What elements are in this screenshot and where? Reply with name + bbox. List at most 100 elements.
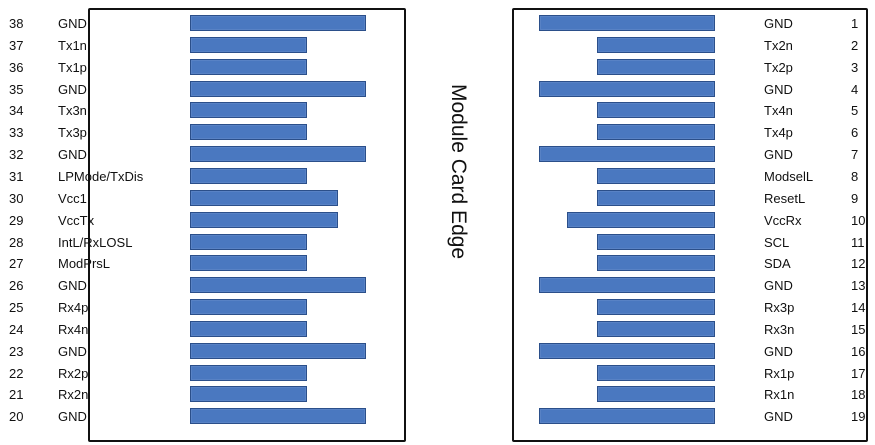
pin-number: 20 [9, 409, 24, 425]
contact-pad [190, 58, 307, 75]
pin-number: 13 [851, 278, 866, 294]
pin-number: 29 [9, 212, 24, 228]
pin-number: 35 [9, 81, 24, 97]
pin-number: 38 [9, 16, 24, 31]
pin-number: 31 [9, 168, 24, 184]
contact-pad [597, 299, 715, 316]
pin-name: Tx2n [764, 37, 793, 53]
pin-name: Tx1p [58, 59, 87, 75]
pin-number: 34 [9, 103, 24, 119]
pin-name: SCL [764, 234, 790, 250]
contact-pad [539, 15, 715, 31]
pin-name: Vcc1 [58, 190, 87, 206]
pin-name: GND [58, 278, 87, 294]
pin-number: 25 [9, 300, 24, 316]
pin-number: 8 [851, 168, 859, 184]
pin-number: 2 [851, 37, 859, 53]
contact-pad [597, 189, 715, 206]
contact-pad [539, 146, 715, 163]
contact-pad [539, 408, 715, 425]
pin-number: 16 [851, 343, 866, 359]
pin-name: GND [58, 147, 87, 163]
pin-number: 22 [9, 365, 24, 381]
pin-number: 5 [851, 103, 859, 119]
pin-name: GND [764, 147, 793, 163]
pin-name: Tx4p [764, 125, 793, 141]
contact-pad [190, 386, 307, 403]
pin-number: 1 [851, 16, 859, 31]
contact-pad [190, 15, 366, 31]
contact-pad [190, 408, 366, 425]
pin-name: Tx4n [764, 103, 793, 119]
pin-number: 26 [9, 278, 24, 294]
pin-name: Rx4n [58, 321, 89, 337]
module-card-edge-label: Module Card Edge [447, 84, 470, 260]
right-card-edge-panel [512, 8, 868, 442]
pin-name: LPMode/TxDis [58, 168, 144, 184]
contact-pad [190, 124, 307, 141]
pin-name: IntL/RxLOSL [58, 234, 133, 250]
pin-name: GND [58, 409, 87, 425]
pin-number: 18 [851, 387, 866, 403]
pin-number: 33 [9, 125, 24, 141]
pin-number: 36 [9, 59, 24, 75]
contact-pad [190, 146, 366, 163]
contact-pad [539, 277, 715, 294]
contact-pad [597, 364, 715, 381]
contact-pad [597, 255, 715, 272]
pin-number: 27 [9, 256, 24, 272]
contact-pad [539, 342, 715, 359]
contact-pad [190, 255, 307, 272]
pin-name: SDA [764, 256, 791, 272]
pin-number: 14 [851, 300, 866, 316]
pin-number: 11 [851, 234, 865, 250]
contact-pad [567, 211, 715, 228]
pin-number: 24 [9, 321, 24, 337]
contact-pad [539, 80, 715, 97]
pin-number: 21 [9, 387, 24, 403]
pin-name: GND [764, 343, 793, 359]
contact-pad [190, 233, 307, 250]
contact-pad [190, 102, 307, 119]
pin-name: Rx1n [764, 387, 795, 403]
pin-number: 4 [851, 81, 859, 97]
pin-name: ModselL [764, 168, 814, 184]
pin-name: GND [58, 343, 87, 359]
contact-pad [597, 36, 715, 53]
pin-name: GND [58, 16, 87, 31]
pin-name: Tx3n [58, 103, 87, 119]
pin-name: Tx1n [58, 37, 87, 53]
pin-name: Rx3n [764, 321, 795, 337]
contact-pad [597, 167, 715, 184]
left-card-edge-panel [88, 8, 406, 442]
contact-pad [190, 320, 307, 337]
pin-name: GND [764, 81, 793, 97]
contact-pad [597, 233, 715, 250]
pin-name: GND [764, 16, 793, 31]
contact-pad [190, 364, 307, 381]
pin-name: ModPrsL [58, 256, 111, 272]
pin-number: 32 [9, 147, 24, 163]
contact-pad [597, 58, 715, 75]
contact-pad [190, 36, 307, 53]
contact-pad [190, 167, 307, 184]
contact-pad [190, 342, 366, 359]
contact-pad [597, 386, 715, 403]
pin-number: 9 [851, 190, 859, 206]
contact-pad [597, 102, 715, 119]
contact-pad [190, 80, 366, 97]
contact-pad [190, 277, 366, 294]
contact-pad [190, 189, 338, 206]
pin-number: 10 [851, 212, 866, 228]
pin-name: Rx4p [58, 300, 89, 316]
pin-name: Rx2n [58, 387, 89, 403]
pin-number: 37 [9, 37, 24, 53]
pin-number: 12 [851, 256, 866, 272]
pin-number: 17 [851, 365, 866, 381]
pin-name: GND [764, 409, 793, 425]
pin-number: 3 [851, 59, 859, 75]
pin-number: 15 [851, 321, 866, 337]
pin-name: VccTx [58, 212, 95, 228]
pin-name: Tx2p [764, 59, 793, 75]
contact-pad [597, 320, 715, 337]
